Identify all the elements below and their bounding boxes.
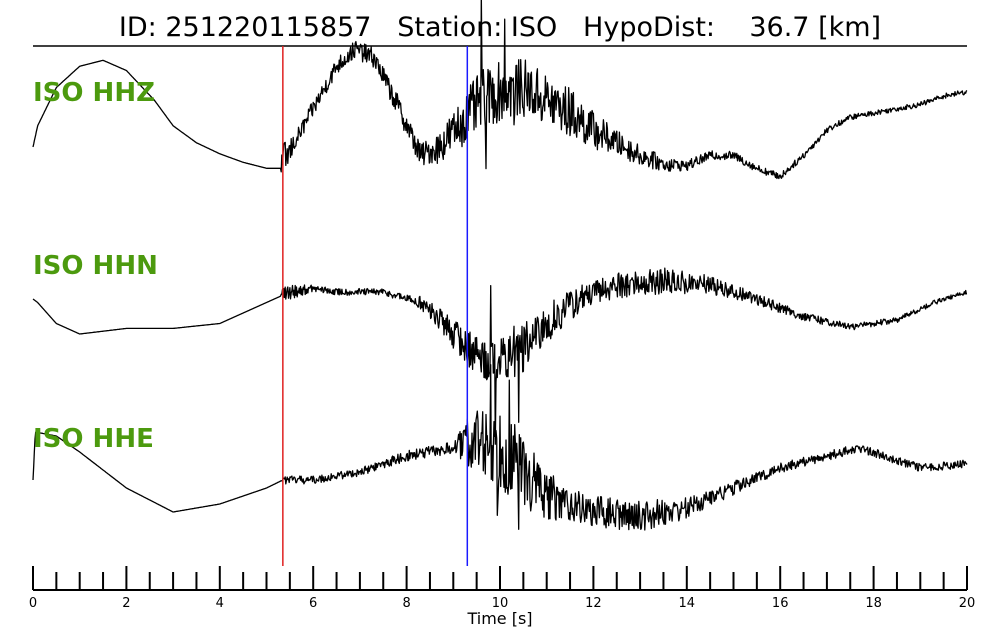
time-axis: 0 2 4 6 8 10 12 14 16 18 20 [29,566,975,611]
trace-iso-hhn [32,267,968,445]
trace-iso-hhe [32,364,968,531]
pick-lines [282,46,469,566]
x-tick-label: 14 [679,596,696,611]
x-tick-label: 20 [959,596,976,611]
trace-labels: ISO HHZ ISO HHN ISO HHE [33,78,158,454]
x-tick-label: 0 [29,596,37,611]
title-hypodist-label: HypoDist: [583,12,715,43]
x-tick-label: 18 [865,596,882,611]
trace-label-iso-hhe: ISO HHE [33,424,154,454]
x-axis-label: Time [s] [466,609,532,628]
title-hypodist-unit: [km] [818,12,881,43]
x-tick-label: 16 [772,596,789,611]
x-tick-label: 4 [216,596,224,611]
x-tick-label: 10 [492,596,509,611]
x-tick-label: 8 [402,596,410,611]
trace-label-iso-hhn: ISO HHN [33,251,158,281]
title-id-label: ID: [119,12,157,43]
x-tick-label: 2 [122,596,130,611]
figure-title: ID: 251220115857 Station: ISO HypoDist: … [119,12,881,43]
trace-group [32,0,968,531]
title-station-value: ISO [511,12,557,43]
x-tick-label: 6 [309,596,317,611]
title-station-label: Station: [397,12,502,43]
trace-iso-hhz [32,0,968,180]
x-tick-label: 12 [585,596,602,611]
title-hypodist-value: 36.7 [749,12,809,43]
title-id-value: 251220115857 [165,12,371,43]
trace-label-iso-hhz: ISO HHZ [33,78,155,108]
